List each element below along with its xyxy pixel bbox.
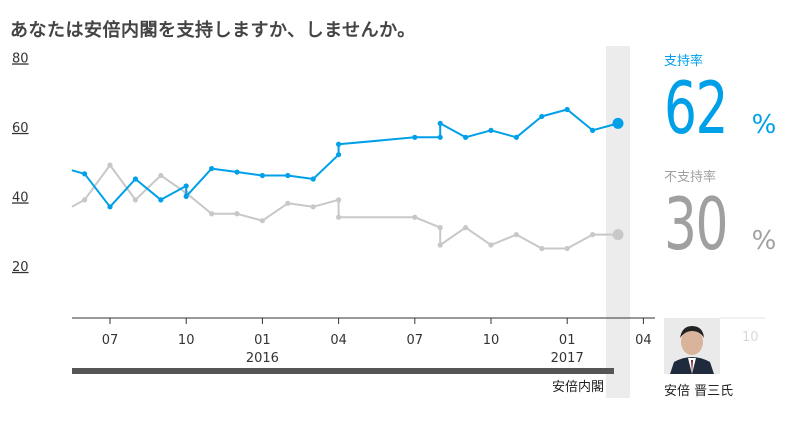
y-tick-label-80: 80 <box>12 51 29 66</box>
support-point-1 <box>82 171 88 177</box>
support-point-10 <box>285 172 291 179</box>
x-tick-label-10: 10 <box>178 333 195 348</box>
year-label-2017: 2017 <box>551 351 584 366</box>
support-point-4 <box>158 197 164 203</box>
nonsupport-point-17 <box>488 242 494 248</box>
nonsupport-point-1 <box>82 197 88 203</box>
support-rate-label: 支持率 <box>664 54 704 69</box>
support-point-22 <box>590 127 596 133</box>
x-tick-label-01: 01 <box>559 333 576 348</box>
support-point-20 <box>539 113 545 120</box>
year-label-2016: 2016 <box>246 351 279 366</box>
support-rate-unit: % <box>751 110 777 140</box>
portrait-figure-icon <box>664 318 720 374</box>
support-rate-value: 62% <box>664 72 776 144</box>
support-point-14 <box>412 134 418 140</box>
portrait-photo <box>664 318 720 374</box>
support-point-8 <box>234 169 240 175</box>
support-point-6 <box>183 193 189 199</box>
support-point-5 <box>183 183 189 189</box>
support-rate-number: 62 <box>664 66 729 150</box>
support-point-16 <box>437 120 443 126</box>
x-tick-label-10: 10 <box>483 333 500 348</box>
support-point-19 <box>513 134 520 140</box>
nonsupport-rate-label: 不支持率 <box>664 170 717 185</box>
support-point-17 <box>463 134 469 140</box>
nonsupport-point-15 <box>437 242 443 248</box>
cabinet-period-bar <box>72 368 614 374</box>
support-point-13 <box>336 141 342 147</box>
y-tick-label-60: 60 <box>12 121 29 136</box>
support-point-11 <box>310 176 316 182</box>
nonsupport-point-9 <box>285 200 291 206</box>
nonsupport-point-8 <box>259 218 265 224</box>
nonsupport-latest-point <box>612 229 624 241</box>
nonsupport-point-7 <box>234 211 240 217</box>
support-point-21 <box>564 106 570 113</box>
nonsupport-point-11 <box>336 197 342 203</box>
latest-survey-highlight-band <box>606 46 630 398</box>
faded-tick-label: 10 <box>742 330 759 345</box>
nonsupport-point-18 <box>513 232 520 238</box>
nonsupport-point-16 <box>463 225 469 231</box>
x-tick-label-07: 07 <box>102 333 119 348</box>
nonsupport-rate-number: 30 <box>664 182 729 266</box>
x-tick-label-04: 04 <box>330 333 347 348</box>
nonsupport-point-21 <box>590 232 596 238</box>
nonsupport-point-2 <box>107 162 113 168</box>
x-tick-label-04: 04 <box>635 333 652 348</box>
nonsupport-point-4 <box>158 172 164 179</box>
support-point-18 <box>488 127 494 133</box>
portrait-caption: 安倍 晋三氏 <box>664 384 734 399</box>
nonsupport-rate-value: 30% <box>664 188 776 260</box>
nonsupport-rate-unit: % <box>751 226 777 256</box>
support-point-9 <box>259 172 265 179</box>
support-point-15 <box>437 134 443 140</box>
nonsupport-point-14 <box>437 225 443 231</box>
support-series-line <box>71 108 619 208</box>
support-point-3 <box>132 176 138 182</box>
cabinet-period-label: 安倍内閣 <box>552 379 604 395</box>
support-latest-point <box>612 117 624 129</box>
x-tick-label-07: 07 <box>407 333 424 348</box>
x-tick-label-01: 01 <box>254 333 271 348</box>
nonsupport-point-20 <box>564 245 570 252</box>
nonsupport-point-19 <box>539 245 545 252</box>
nonsupport-point-12 <box>336 214 342 220</box>
y-tick-label-20: 20 <box>12 260 29 275</box>
support-point-7 <box>209 165 215 172</box>
chart-title: あなたは安倍内閣を支持しますか、しませんか。 <box>10 20 416 41</box>
nonsupport-point-10 <box>310 204 316 210</box>
support-point-2 <box>107 204 113 210</box>
nonsupport-point-3 <box>132 197 138 203</box>
y-tick-label-40: 40 <box>12 190 29 205</box>
nonsupport-point-13 <box>412 214 418 220</box>
nonsupport-point-6 <box>209 211 215 217</box>
nonsupport-series-line <box>71 164 618 250</box>
support-point-12 <box>336 152 342 158</box>
